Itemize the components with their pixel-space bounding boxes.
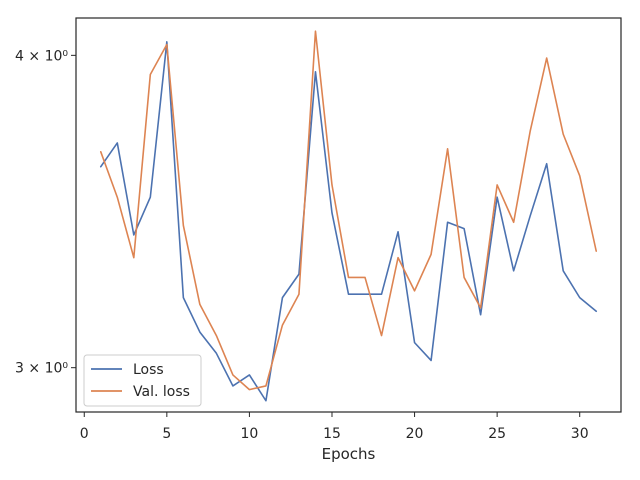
x-axis-label: Epochs [322, 445, 376, 463]
series-lines [99, 30, 598, 402]
x-tick-label: 15 [323, 426, 341, 442]
x-tick-label: 25 [488, 426, 506, 442]
y-tick-label: 3 × 10⁰ [15, 361, 68, 377]
legend: Loss Val. loss [83, 354, 202, 407]
legend-label-val-loss: Val. loss [133, 384, 190, 400]
legend-box [83, 354, 202, 407]
y-axis: 3 × 10⁰ 4 × 10⁰ [15, 48, 76, 377]
series-line-loss [99, 41, 598, 402]
x-tick-label: 0 [80, 426, 89, 442]
x-tick-label: 30 [571, 426, 589, 442]
plot-area [75, 17, 622, 413]
x-tick-label: 20 [406, 426, 424, 442]
x-tick-label: 10 [240, 426, 258, 442]
x-tick-label: 5 [162, 426, 171, 442]
series-line-val-loss [99, 30, 598, 391]
y-tick-label: 4 × 10⁰ [15, 48, 68, 64]
legend-label-loss: Loss [133, 362, 164, 378]
x-axis: 0 5 10 15 20 25 30 [80, 412, 589, 442]
